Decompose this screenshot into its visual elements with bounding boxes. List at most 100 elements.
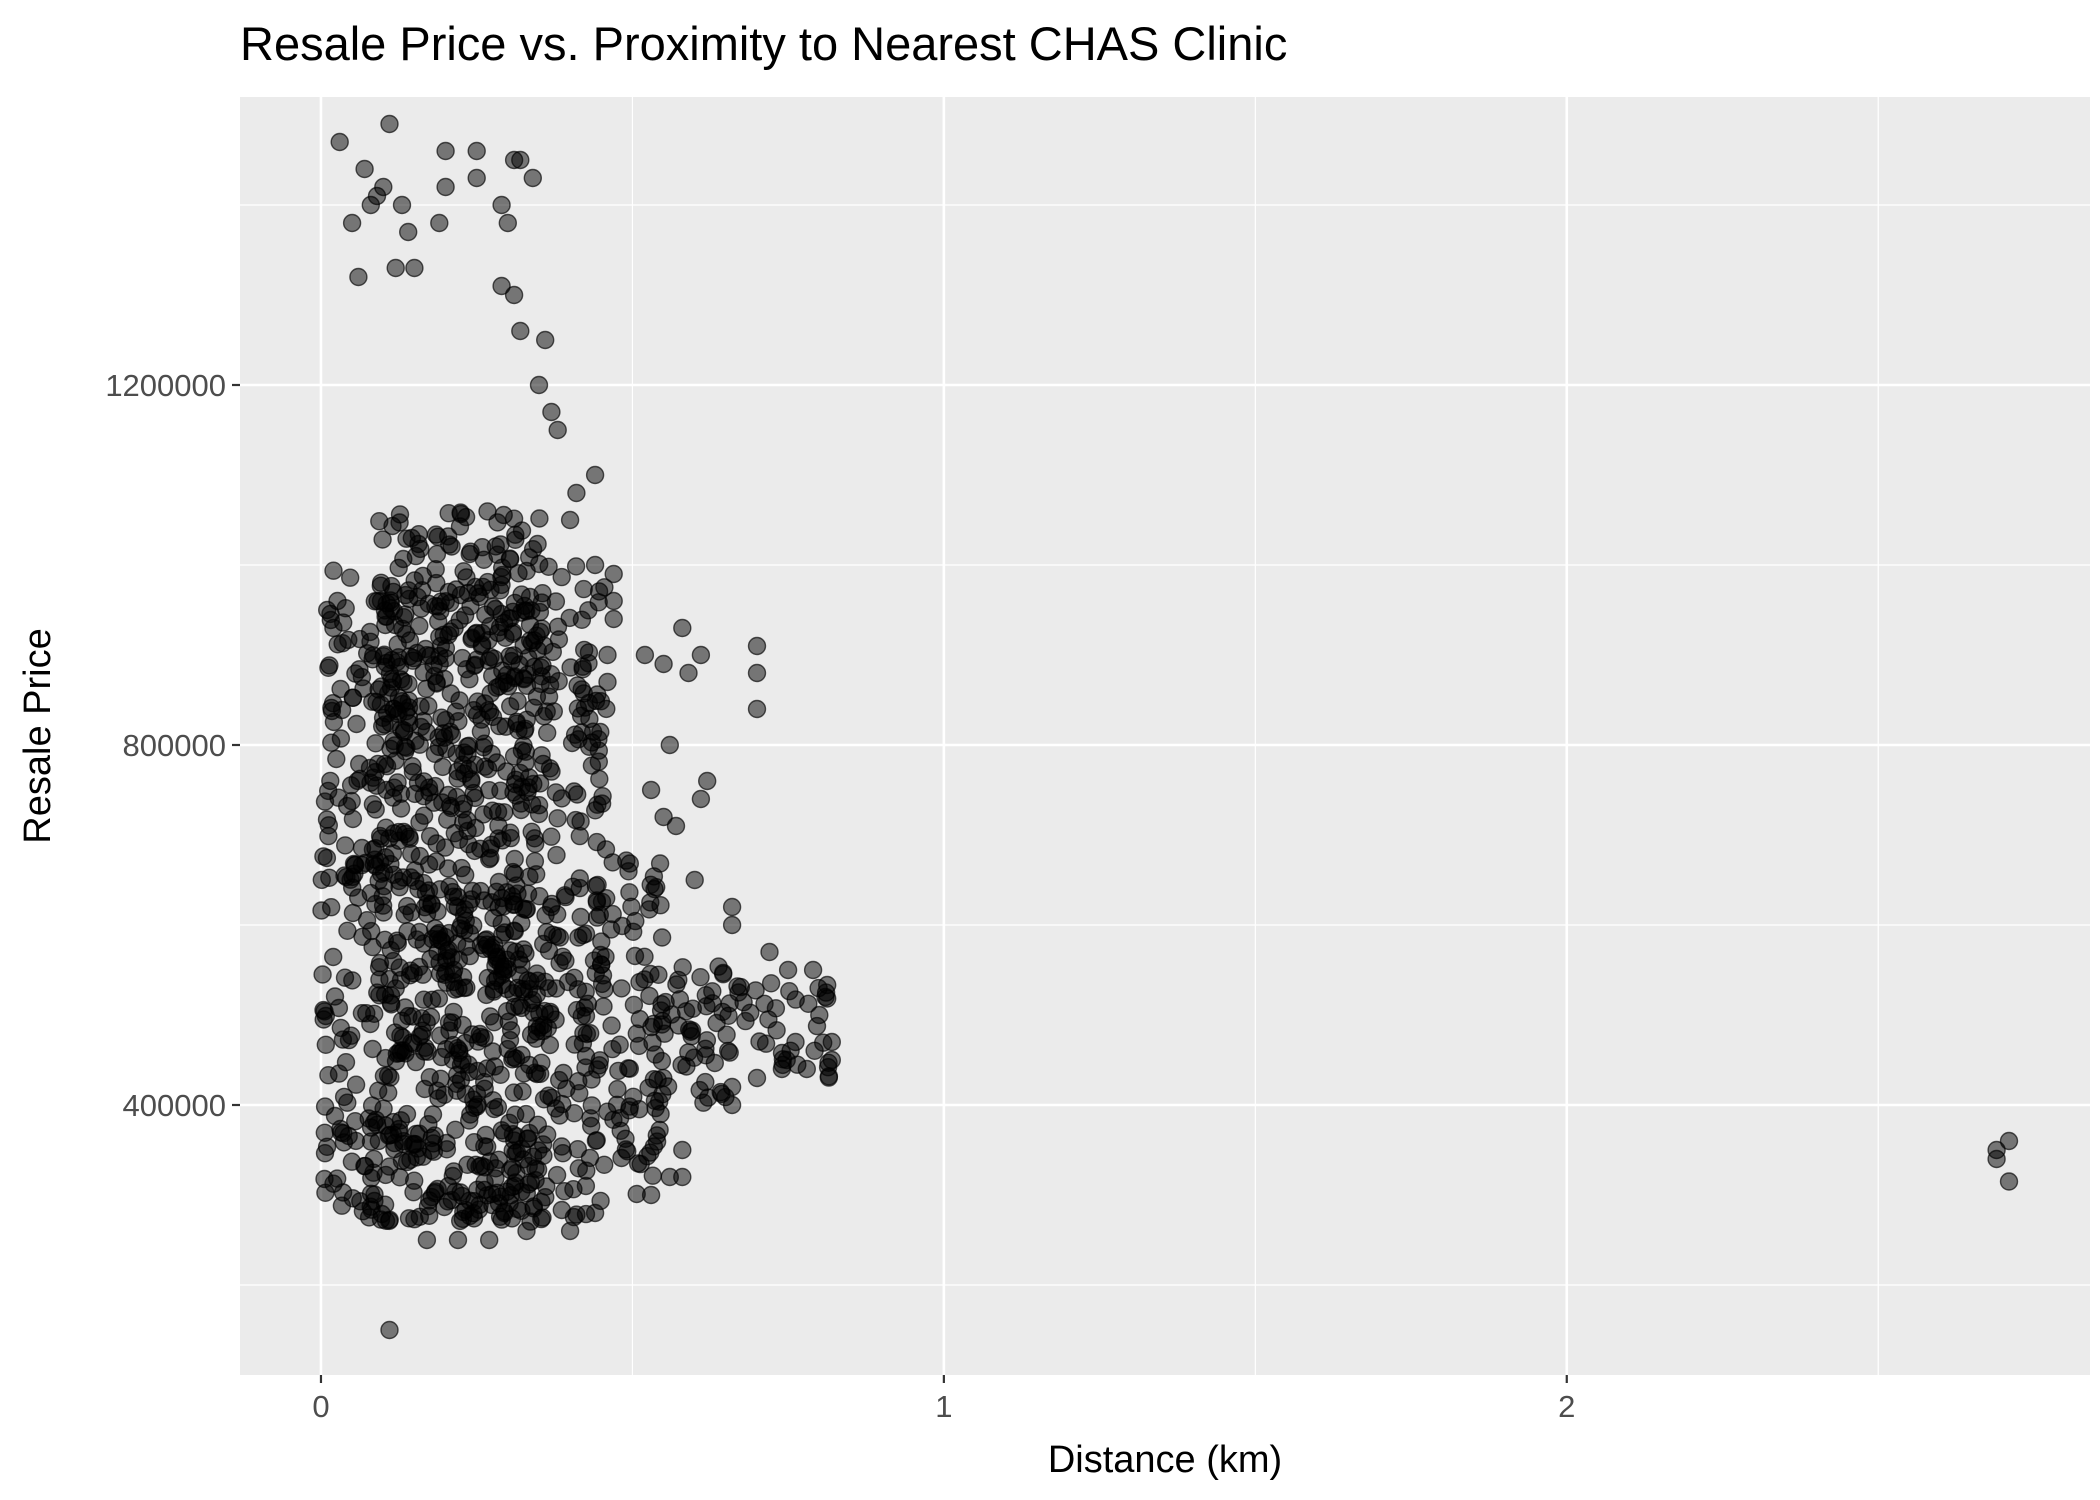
data-point [467, 168, 486, 188]
data-point [435, 1085, 454, 1105]
data-point [717, 1025, 736, 1044]
data-point [405, 258, 424, 278]
data-point [474, 891, 494, 910]
data-point [523, 168, 542, 188]
data-point [377, 594, 396, 613]
data-point [682, 1026, 701, 1046]
data-point [336, 836, 355, 855]
data-point [536, 330, 555, 350]
data-point [552, 567, 571, 587]
data-point [585, 1203, 605, 1223]
y-tick-label: 400000 [123, 1088, 226, 1123]
data-point [511, 321, 530, 341]
data-point [505, 593, 525, 613]
data-point [346, 1075, 366, 1094]
data-point [525, 852, 545, 871]
data-point [495, 923, 515, 942]
data-point [455, 606, 475, 625]
data-point [380, 114, 399, 134]
data-point [414, 873, 433, 893]
data-point [325, 987, 345, 1006]
data-point [612, 1148, 631, 1168]
data-point [673, 618, 692, 638]
data-point [552, 789, 571, 808]
data-point [505, 667, 524, 686]
data-point [428, 1179, 447, 1199]
data-point [598, 672, 617, 692]
data-point [747, 1068, 767, 1088]
data-point [342, 213, 362, 233]
data-point [527, 687, 547, 706]
data-point [720, 1043, 739, 1062]
data-point [574, 1023, 593, 1043]
data-point [428, 527, 448, 546]
data-point [466, 624, 485, 644]
data-point [772, 1043, 792, 1063]
data-point [335, 968, 355, 987]
data-point [498, 213, 517, 233]
data-point [453, 648, 472, 668]
data-point [451, 504, 471, 524]
data-point [460, 1062, 479, 1082]
data-point [374, 177, 393, 197]
data-point [1999, 1172, 2019, 1191]
data-point [640, 986, 659, 1006]
data-point [492, 276, 511, 296]
data-point [485, 1057, 504, 1076]
y-axis-title: Resale Price [17, 628, 59, 843]
data-point [714, 965, 733, 984]
data-point [574, 579, 593, 599]
data-point [598, 645, 617, 665]
data-point [459, 835, 478, 854]
data-point [778, 960, 798, 980]
data-point [652, 1051, 672, 1071]
data-point [722, 1077, 742, 1097]
data-point [594, 997, 613, 1016]
data-point [504, 1083, 524, 1102]
data-point [453, 755, 472, 774]
data-point [489, 1150, 508, 1170]
data-point [767, 1021, 786, 1040]
data-point [408, 1139, 428, 1158]
data-point [317, 810, 337, 829]
data-point [641, 893, 660, 912]
data-point [363, 692, 382, 711]
data-point [399, 581, 418, 600]
data-point [491, 581, 510, 600]
data-point [517, 1221, 536, 1241]
data-point [624, 922, 643, 941]
data-point [453, 1015, 472, 1035]
data-point [347, 714, 366, 734]
data-point [542, 827, 561, 846]
data-point [467, 141, 486, 161]
data-point [803, 960, 823, 980]
chart-title: Resale Price vs. Proximity to Nearest CH… [240, 17, 1287, 70]
data-point [582, 1116, 601, 1136]
data-point [363, 1039, 382, 1059]
data-point [425, 919, 445, 938]
data-point [405, 1209, 424, 1229]
data-point [612, 979, 631, 998]
data-point [374, 1099, 393, 1118]
data-point [478, 502, 497, 521]
data-point [350, 754, 369, 774]
y-tick-label: 800000 [123, 728, 226, 763]
data-point [566, 810, 585, 830]
data-point [505, 895, 524, 914]
data-point [509, 564, 528, 583]
data-point [375, 645, 394, 664]
data-point [760, 942, 779, 962]
data-point [805, 1041, 824, 1061]
data-point [410, 735, 429, 754]
data-point [420, 1206, 439, 1226]
data-point [331, 1018, 350, 1038]
data-point [468, 692, 487, 711]
data-point [457, 568, 476, 587]
data-point [427, 674, 446, 693]
data-point [388, 773, 407, 792]
data-point [556, 951, 575, 970]
data-point [380, 1320, 399, 1340]
data-point [404, 964, 423, 983]
data-point [560, 510, 580, 530]
data-point [658, 1077, 678, 1096]
